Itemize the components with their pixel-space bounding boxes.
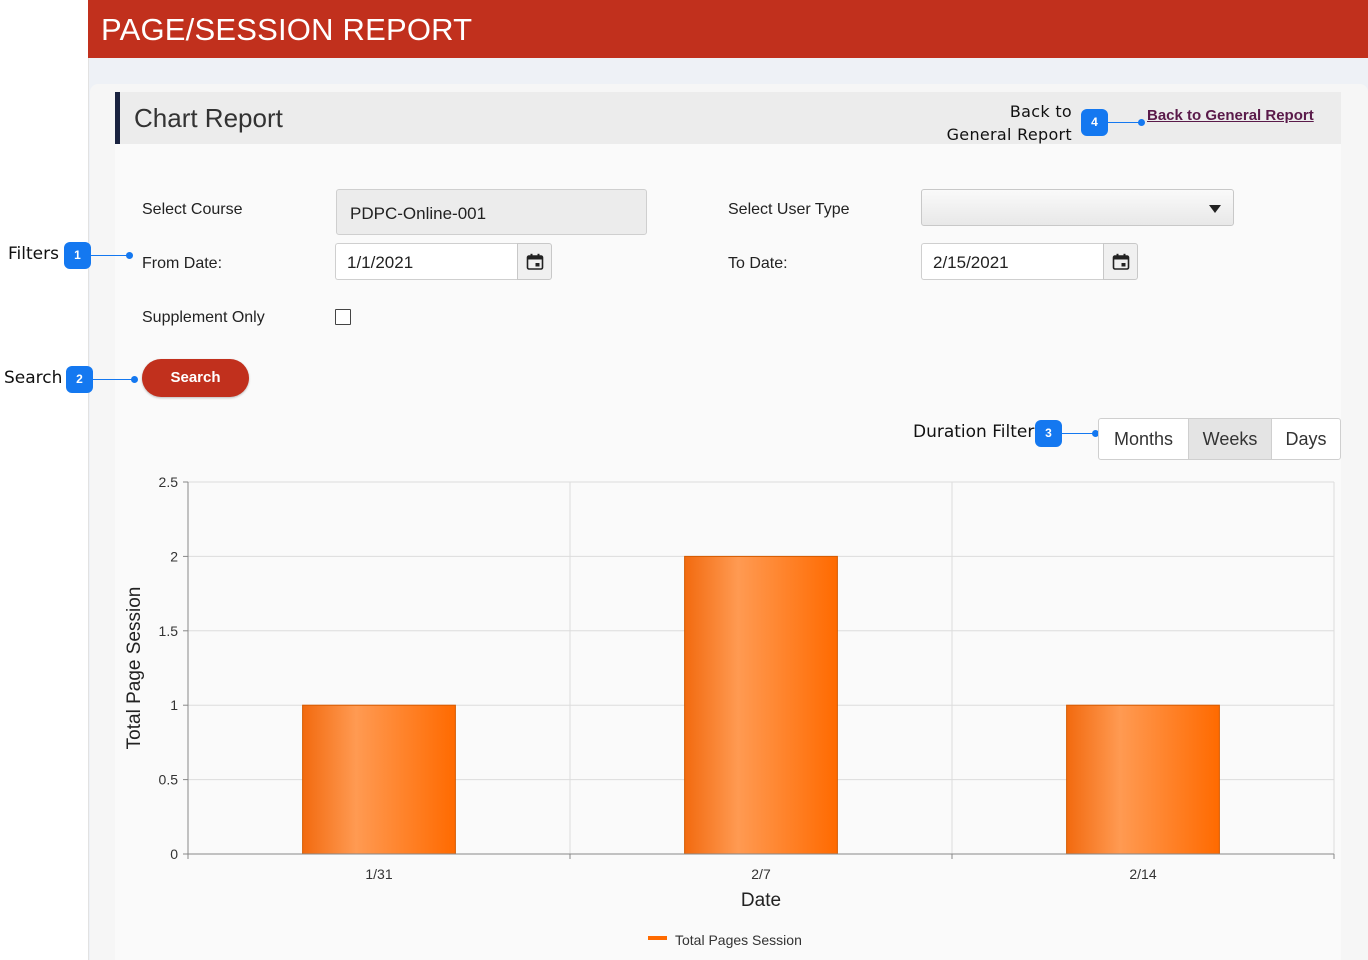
callout-filters-label: Filters: [8, 244, 59, 264]
from-date-input[interactable]: 1/1/2021: [335, 243, 518, 280]
y-tick-label: 2: [170, 548, 178, 564]
callout-connector-3: [1062, 433, 1098, 434]
y-tick-label: 2.5: [159, 474, 179, 490]
y-tick-label: 0.5: [159, 772, 179, 788]
page-title: PAGE/SESSION REPORT: [101, 12, 473, 47]
back-to-general-report-link[interactable]: Back to General Report: [1147, 107, 1314, 124]
x-axis-label: Date: [741, 890, 781, 911]
from-date-label: From Date:: [142, 255, 223, 272]
bar: [1066, 704, 1220, 855]
calendar-icon: [1112, 253, 1130, 270]
to-date-value: 2/15/2021: [933, 253, 1009, 272]
bar: [684, 555, 838, 855]
y-axis-label: Total Page Session: [124, 587, 145, 750]
legend-label: Total Pages Session: [675, 932, 802, 948]
callout-badge-3: 3: [1035, 420, 1062, 447]
search-button[interactable]: Search: [142, 359, 249, 397]
left-gutter: [0, 0, 88, 960]
chart-report-header: Chart Report: [115, 92, 1341, 144]
x-tick-label: 2/7: [751, 866, 771, 882]
to-date-input[interactable]: 2/15/2021: [921, 243, 1104, 280]
page-session-bar-chart: 0 0.5 1 1.5 2 2.5 1/31 2/7 2/14 Total Page Sessi…: [124, 474, 1335, 948]
callout-duration-label: Duration Filter: [913, 422, 1035, 442]
chart-legend: Total Pages Session: [648, 932, 802, 948]
course-field[interactable]: PDPC-Online-001: [336, 189, 647, 235]
x-tick-label: 2/14: [1129, 866, 1156, 882]
calendar-icon: [526, 253, 544, 270]
chart-report-title: Chart Report: [134, 103, 283, 133]
callout-dot-3: [1092, 430, 1099, 437]
top-bar: PAGE/SESSION REPORT: [88, 0, 1368, 58]
supplement-only-label: Supplement Only: [142, 309, 265, 326]
gutter-divider: [88, 58, 89, 960]
y-tick-label: 1: [170, 697, 178, 713]
callout-connector-1: [91, 255, 129, 256]
bar: [302, 704, 456, 855]
select-course-label: Select Course: [142, 201, 243, 218]
y-tick-label: 1.5: [159, 623, 179, 639]
callout-badge-4: 4: [1081, 109, 1108, 136]
callout-dot-1: [126, 252, 133, 259]
callout-badge-1: 1: [64, 242, 91, 269]
supplement-only-checkbox[interactable]: [335, 309, 351, 325]
callout-dot-2: [131, 376, 138, 383]
callout-connector-2: [93, 379, 135, 380]
from-date-calendar-button[interactable]: [517, 243, 552, 280]
legend-swatch: [648, 936, 667, 940]
callout-connector-4: [1108, 122, 1142, 123]
x-tick-label: 1/31: [365, 866, 392, 882]
to-date-calendar-button[interactable]: [1103, 243, 1138, 280]
dropdown-arrow-icon: [1209, 205, 1221, 213]
callout-dot-4: [1138, 119, 1145, 126]
course-value: PDPC-Online-001: [350, 204, 487, 223]
select-user-type-label: Select User Type: [728, 201, 850, 218]
from-date-value: 1/1/2021: [347, 253, 414, 272]
y-tick-label: 0: [170, 846, 178, 862]
duration-weeks-button[interactable]: Weeks: [1188, 418, 1272, 460]
callout-back-label: Back to General Report: [946, 102, 1072, 144]
user-type-select[interactable]: [921, 189, 1234, 226]
callout-badge-2: 2: [66, 366, 93, 393]
callout-search-label: Search: [4, 368, 63, 388]
duration-days-button[interactable]: Days: [1271, 418, 1341, 460]
duration-months-button[interactable]: Months: [1098, 418, 1189, 460]
to-date-label: To Date:: [728, 255, 788, 272]
